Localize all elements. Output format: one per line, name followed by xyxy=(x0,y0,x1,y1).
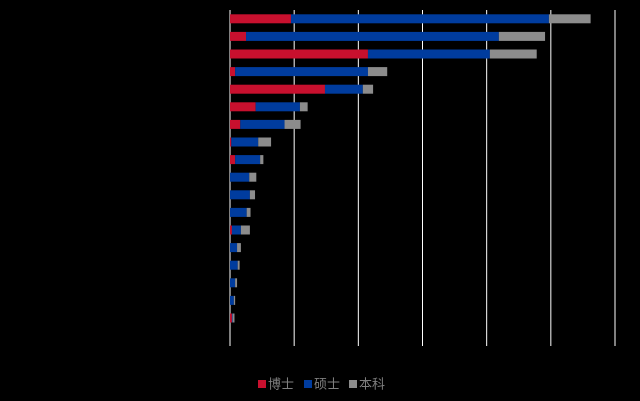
bar-segment xyxy=(237,243,241,253)
bar-segment xyxy=(255,102,300,112)
bar-segment xyxy=(258,137,272,147)
legend-swatch xyxy=(304,380,312,388)
legend-label: 博士 xyxy=(268,378,294,393)
legend-swatch xyxy=(349,380,357,388)
bar-segment xyxy=(230,14,291,24)
bar-segment xyxy=(235,155,261,165)
bar-segment xyxy=(230,84,325,94)
bar-segment xyxy=(230,260,238,270)
bar-segment xyxy=(367,49,490,59)
bar-segment xyxy=(290,14,549,24)
bar-segment xyxy=(230,225,232,235)
bar-segment xyxy=(249,172,257,182)
bar-segment xyxy=(246,31,499,41)
bar-segment xyxy=(232,313,235,323)
bar-segment xyxy=(362,84,374,94)
bar-segment xyxy=(249,190,256,200)
bar-segment xyxy=(367,67,388,77)
bar-segment xyxy=(231,313,233,323)
bar-segment xyxy=(489,49,537,59)
bar-segment xyxy=(230,313,232,323)
bar-segment xyxy=(230,295,234,305)
bar-segment xyxy=(233,295,236,305)
bar-segment xyxy=(260,155,264,165)
bar-segment xyxy=(498,31,546,41)
bar-segment xyxy=(299,102,308,112)
bar-segment xyxy=(284,119,301,129)
bar-segment xyxy=(246,207,251,217)
bar-segment xyxy=(324,84,363,94)
bar-segment xyxy=(230,119,241,129)
bar-segment xyxy=(230,31,247,41)
bar-segment xyxy=(548,14,591,24)
bar-segment xyxy=(237,260,240,270)
legend-label: 本科 xyxy=(359,378,385,393)
bar-segment xyxy=(230,49,368,59)
bar-segment xyxy=(230,102,256,112)
bar-segment xyxy=(230,243,238,253)
bar-segment xyxy=(231,137,259,147)
bar-segment xyxy=(230,278,236,288)
bar-segment xyxy=(231,225,241,235)
bar-segment xyxy=(240,225,250,235)
bar-segment xyxy=(230,67,236,77)
bar-segment xyxy=(230,190,250,200)
bar-segment xyxy=(240,119,285,129)
legend-swatch xyxy=(258,380,266,388)
bar-segment xyxy=(230,207,247,217)
bar-segment xyxy=(235,278,238,288)
bar-segment xyxy=(235,67,368,77)
bar-segment xyxy=(230,155,236,165)
bar-segment xyxy=(230,137,232,147)
legend-label: 硕士 xyxy=(314,378,340,393)
bar-segment xyxy=(230,172,250,182)
